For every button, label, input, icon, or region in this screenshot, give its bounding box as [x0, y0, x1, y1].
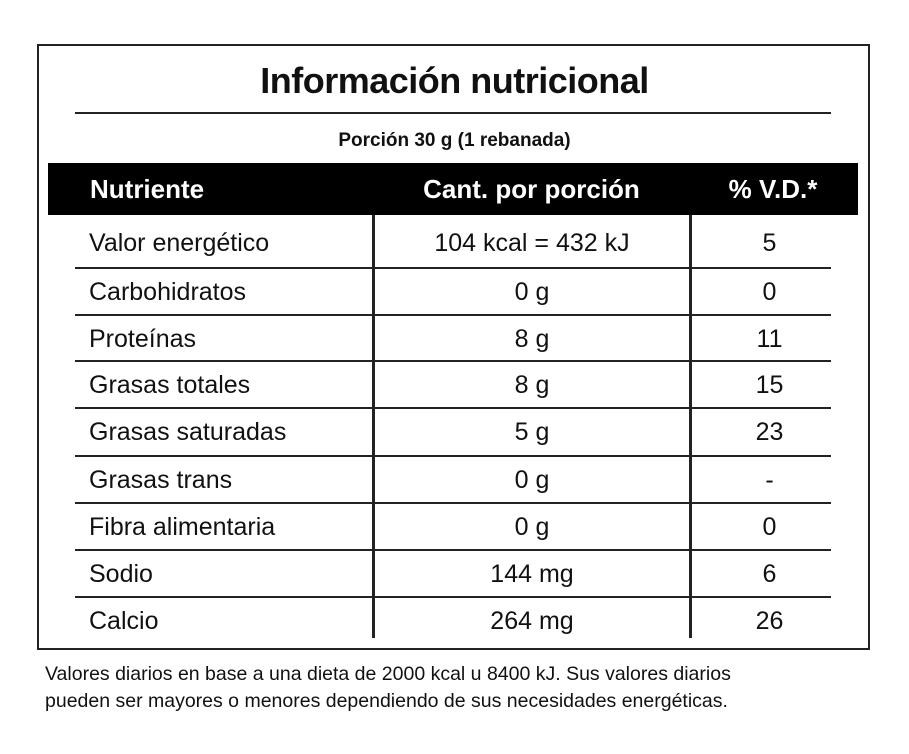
nutrient-name: Proteínas	[89, 325, 197, 353]
amount: 8 g	[514, 371, 550, 399]
nutrient-name: Grasas saturadas	[89, 418, 287, 446]
row-divider	[75, 407, 831, 409]
amount: 0 g	[514, 513, 550, 541]
daily-value: 5	[762, 229, 777, 257]
amount: 0 g	[514, 466, 550, 494]
nutrient-name: Grasas totales	[89, 371, 251, 399]
nutrient-name: Fibra alimentaria	[89, 513, 276, 541]
header-cell: Cant. por porción	[423, 174, 640, 204]
amount: 0 g	[514, 278, 550, 306]
title: Información nutricional	[260, 60, 649, 101]
amount: 144 mg	[490, 560, 574, 588]
nutrient-name: Grasas trans	[89, 466, 233, 494]
serving-size: Porción 30 g (1 rebanada)	[338, 130, 571, 151]
divider	[75, 112, 831, 114]
daily-value: 23	[755, 418, 784, 446]
row-divider	[75, 596, 831, 598]
daily-value: 0	[762, 513, 777, 541]
row-divider	[75, 502, 831, 504]
daily-value: 6	[762, 560, 777, 588]
nutrient-name: Valor energético	[89, 229, 270, 257]
column-divider	[689, 215, 692, 638]
footnote: Valores diarios en base a una dieta de 2…	[45, 663, 731, 685]
row-divider	[75, 267, 831, 269]
table-header: Nutriente Cant. por porción % V.D.*	[48, 163, 858, 215]
daily-value: 15	[755, 371, 784, 399]
row-divider	[75, 314, 831, 316]
column-divider	[372, 215, 375, 638]
header-cell: % V.D.*	[728, 174, 818, 204]
daily-value: -	[765, 466, 774, 494]
daily-value: 11	[756, 325, 783, 353]
nutrient-name: Calcio	[89, 607, 159, 635]
daily-value: 0	[762, 278, 777, 306]
amount: 104 kcal = 432 kJ	[434, 229, 630, 257]
daily-value: 26	[755, 607, 784, 635]
row-divider	[75, 360, 831, 362]
amount: 5 g	[514, 418, 550, 446]
nutrient-name: Sodio	[89, 560, 153, 588]
header-cell: Nutriente	[90, 174, 205, 204]
row-divider	[75, 455, 831, 457]
footnote: pueden ser mayores o menores dependiendo…	[45, 690, 728, 712]
nutrient-name: Carbohidratos	[89, 278, 247, 306]
amount: 264 mg	[490, 607, 574, 635]
amount: 8 g	[514, 325, 550, 353]
row-divider	[75, 549, 831, 551]
label-border	[37, 44, 870, 650]
